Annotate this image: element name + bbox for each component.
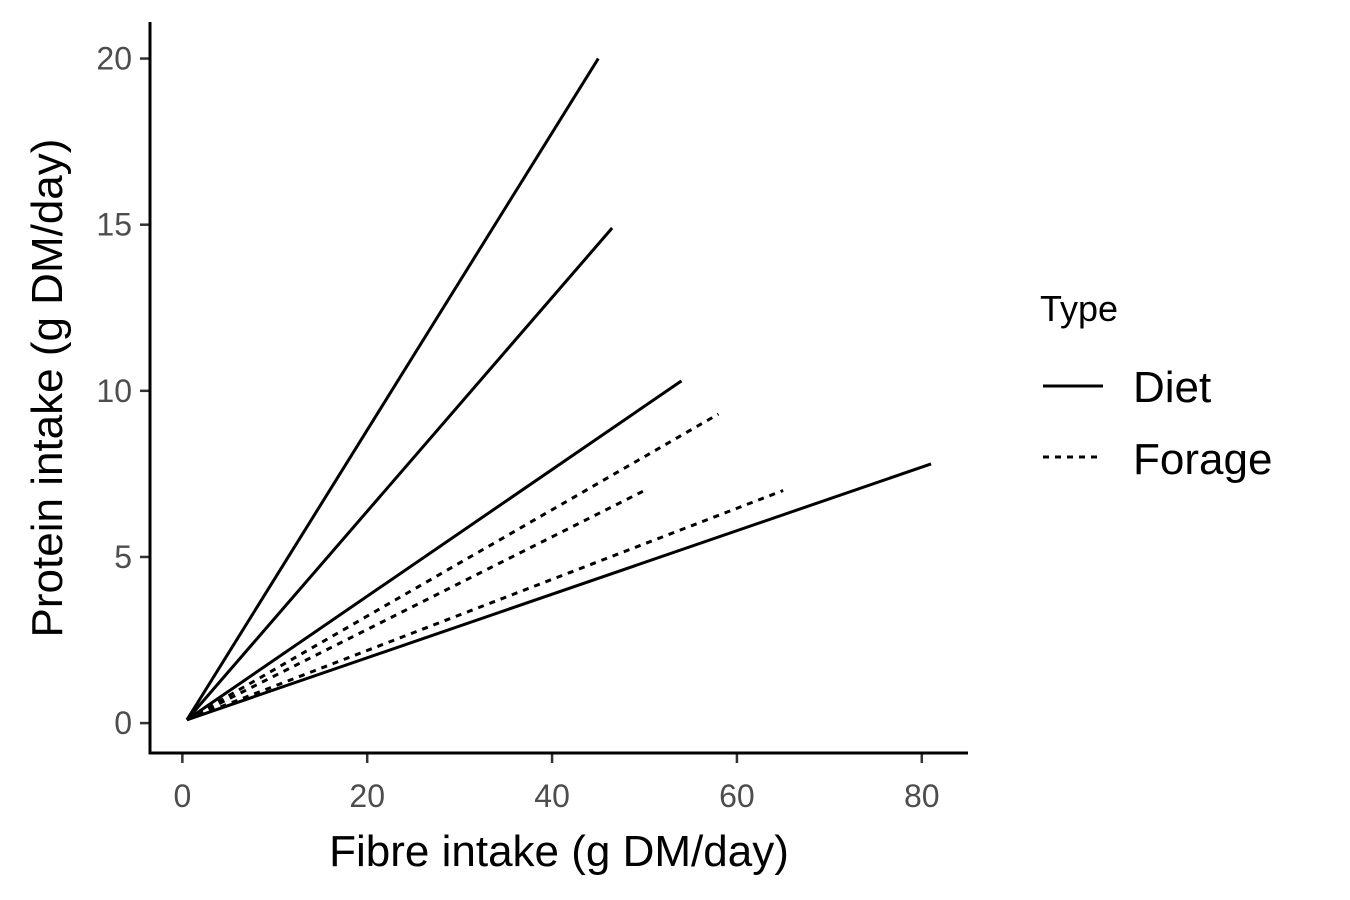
- legend-label-forage: Forage: [1133, 435, 1272, 484]
- legend-title: Type: [1040, 288, 1118, 329]
- series-line-diet-2: [185, 227, 614, 721]
- legend: Type Diet Forage: [1040, 288, 1272, 484]
- y-tick-label: 20: [96, 41, 132, 77]
- x-axis-ticks: 0 20 40 60 80: [173, 753, 940, 814]
- y-tick-label: 10: [96, 373, 132, 409]
- series-line-forage-5: [186, 412, 720, 722]
- x-tick-label: 0: [173, 778, 191, 814]
- legend-label-diet: Diet: [1133, 363, 1211, 412]
- y-tick-label: 0: [114, 705, 132, 741]
- x-tick-label: 40: [534, 778, 570, 814]
- plot-area: [185, 57, 932, 722]
- series-line-forage-6: [186, 489, 646, 722]
- series-line-diet-3: [186, 379, 683, 722]
- y-axis-ticks: 0 5 10 15 20: [96, 41, 150, 741]
- x-axis-title: Fibre intake (g DM/day): [329, 827, 789, 876]
- series-line-diet-1: [185, 57, 600, 721]
- x-tick-label: 20: [349, 778, 385, 814]
- series-line-forage-7: [186, 489, 784, 722]
- x-tick-label: 80: [904, 778, 940, 814]
- y-tick-label: 5: [114, 539, 132, 575]
- x-tick-label: 60: [719, 778, 755, 814]
- series-line-diet-4: [186, 462, 932, 722]
- y-tick-label: 15: [96, 207, 132, 243]
- y-axis-title: Protein intake (g DM/day): [23, 139, 72, 638]
